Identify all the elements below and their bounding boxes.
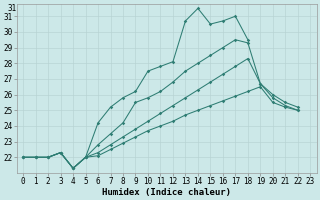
Text: 31: 31 — [8, 4, 17, 13]
X-axis label: Humidex (Indice chaleur): Humidex (Indice chaleur) — [102, 188, 231, 197]
